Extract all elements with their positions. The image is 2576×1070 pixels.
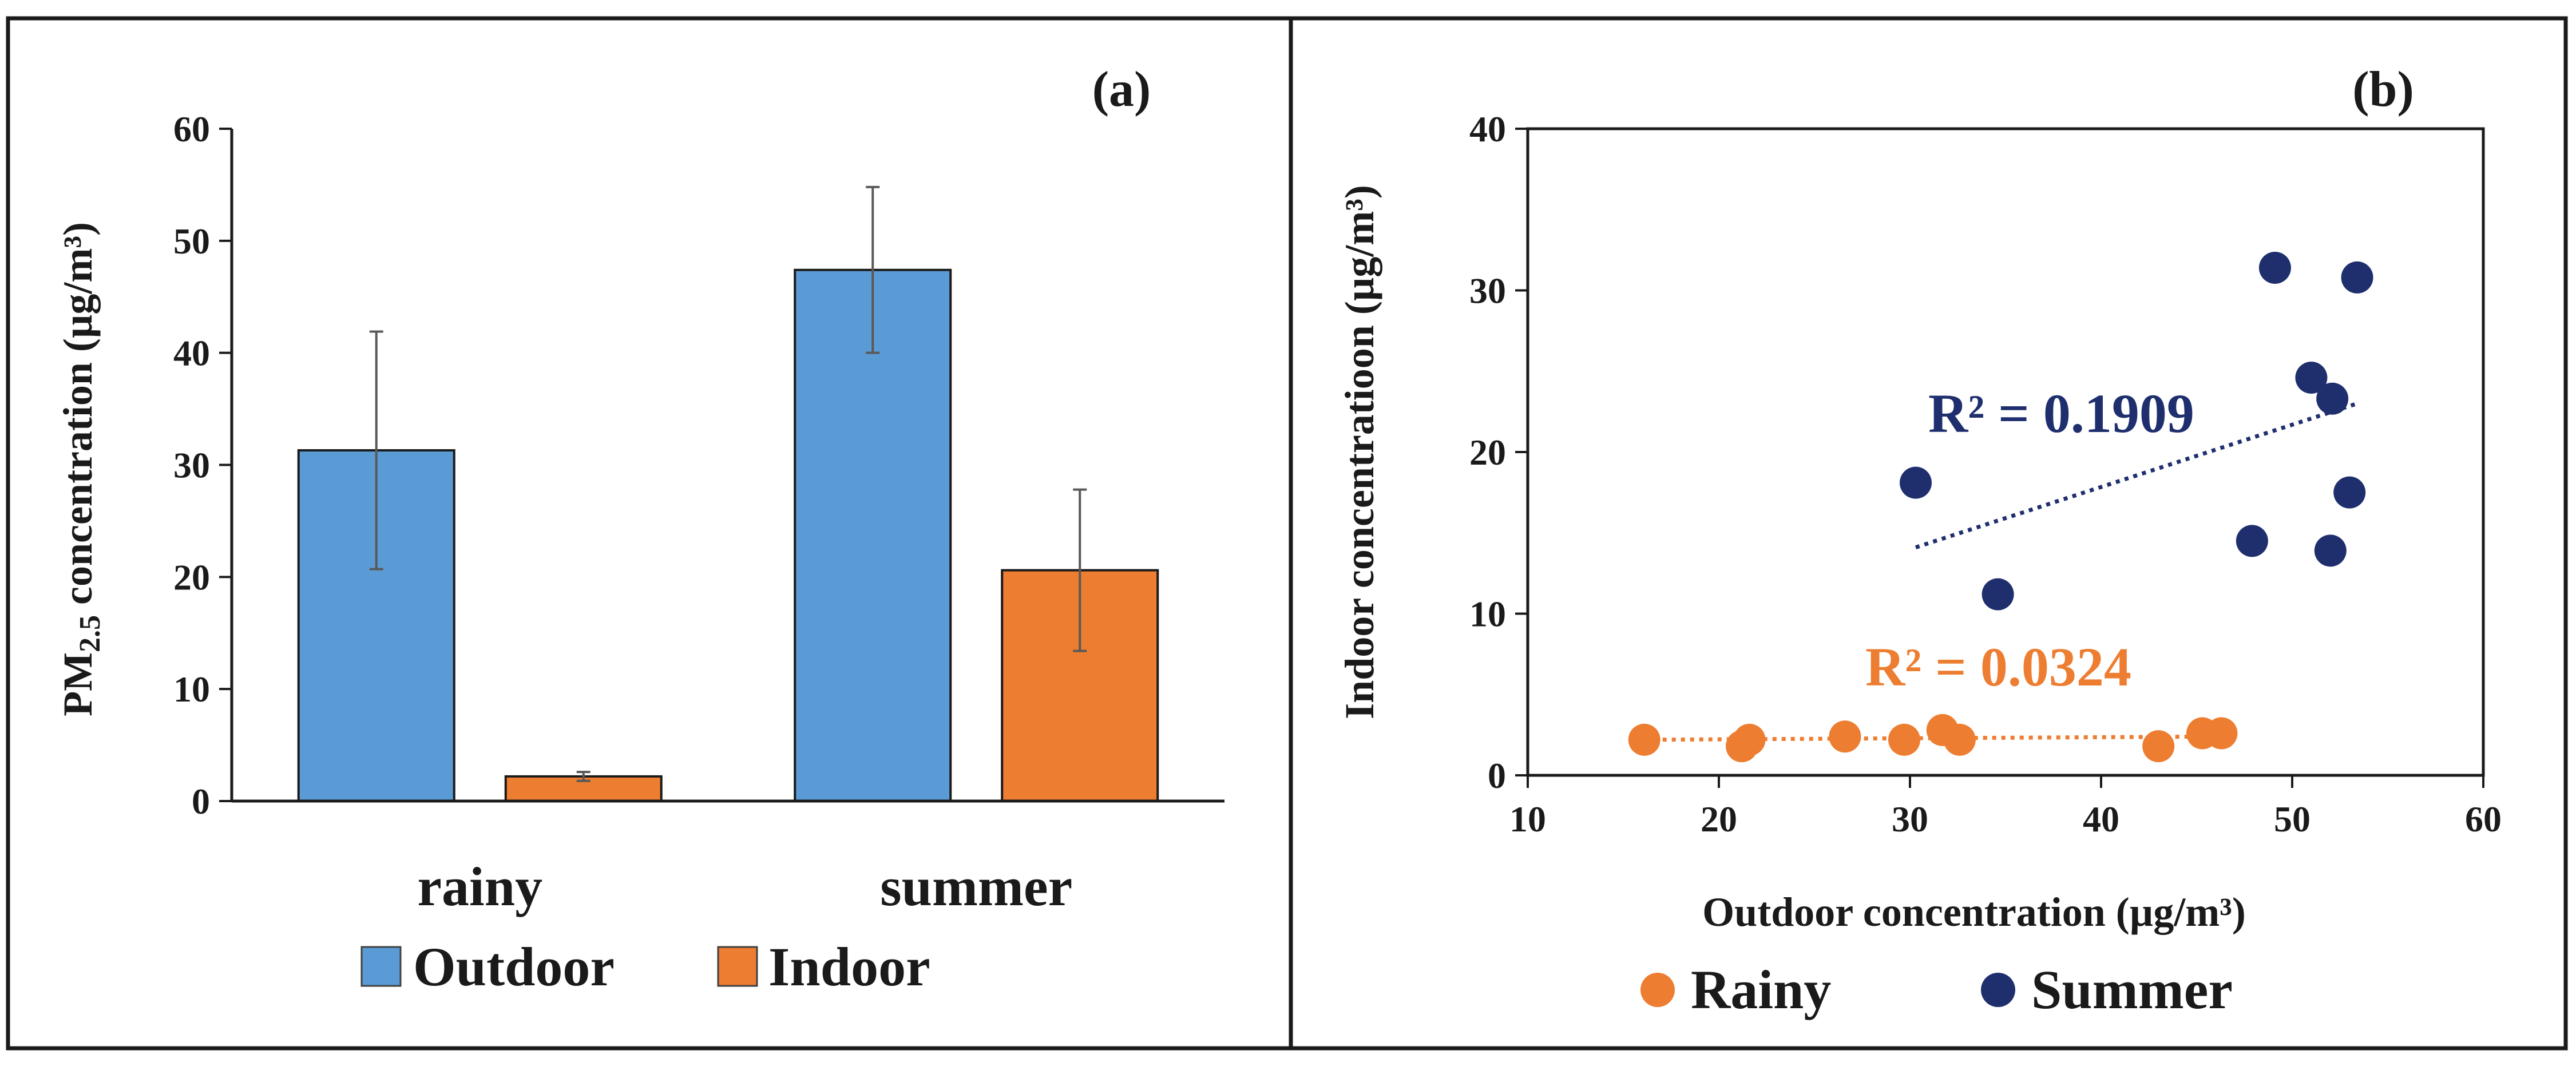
scatter-y-tick-label: 40 [1469, 109, 1506, 149]
legend-label-summer: Summer [2031, 959, 2233, 1020]
bar-y-tick-label: 50 [173, 221, 210, 261]
bar-y-tick-label: 60 [173, 109, 210, 149]
bar-y-axis-title-rest: concentration (µg/m³) [55, 222, 101, 615]
panel-a-label: (a) [1092, 62, 1151, 117]
category-label-rainy: rainy [417, 856, 542, 917]
scatter-legend: Rainy Summer [1640, 959, 2233, 1020]
scatter-x-tick-label: 30 [1892, 799, 1928, 839]
point-rainy [1733, 723, 1766, 756]
bar-y-tick-label: 10 [173, 669, 210, 710]
point-summer [2341, 261, 2373, 294]
scatter-y-tick-label: 30 [1469, 271, 1506, 311]
point-summer [2314, 534, 2347, 567]
bar-y-tick-label: 0 [192, 781, 210, 822]
panel-b-label: (b) [2352, 62, 2414, 117]
legend-marker-rainy [1640, 973, 1675, 1007]
bar-y-tick-label: 40 [173, 333, 210, 374]
point-rainy [2142, 730, 2175, 763]
legend-swatch-outdoor [360, 946, 402, 987]
point-summer [2333, 476, 2366, 509]
scatter-y-tick-label: 0 [1488, 755, 1506, 796]
legend-label-rainy: Rainy [1691, 959, 1831, 1020]
point-summer [2316, 382, 2349, 415]
bar-y-axis-title-main: PM [55, 652, 101, 716]
bar-outdoor-summer [794, 268, 952, 802]
scatter-x-tick-label: 50 [2274, 799, 2311, 839]
legend-swatch-indoor [717, 946, 758, 987]
category-label-summer: summer [880, 856, 1072, 917]
bar-y-ticks: 0 10 20 30 40 50 60 [173, 109, 232, 822]
panel-b-frame [1289, 16, 2568, 1051]
bar-category-labels: rainy summer [417, 856, 1072, 917]
scatter-x-axis-title: Outdoor concentration (µg/m³) [1702, 889, 2246, 935]
point-rainy [1829, 720, 1861, 753]
point-summer [1900, 466, 1932, 499]
point-summer [2295, 362, 2328, 394]
legend-label-indoor: Indoor [768, 936, 930, 997]
point-rainy [1943, 723, 1976, 756]
bar-marks [297, 185, 1159, 802]
rainy-r2-label: R² = 0.0324 [1865, 636, 2131, 698]
point-summer [1981, 578, 2014, 611]
legend-marker-summer [1981, 973, 2015, 1007]
bar-legend: Outdoor Indoor [360, 936, 930, 997]
scatter-axes [1526, 127, 2485, 777]
point-rainy [1628, 723, 1660, 756]
point-rainy [1888, 723, 1920, 756]
trendline-summer [1915, 401, 2358, 550]
scatter-y-tick-label: 20 [1469, 432, 1506, 473]
bar-y-axis-title-sub: 2.5 [74, 615, 106, 652]
panel-a-frame [6, 16, 1293, 1051]
point-summer [2236, 525, 2268, 557]
scatter-points [1628, 251, 2373, 763]
bar-y-axis-title: PM2.5 concentration (µg/m³) [55, 222, 106, 716]
bar-axes [230, 129, 1224, 803]
summer-r2-label: R² = 0.1909 [1928, 383, 2194, 444]
scatter-y-axis-title: Indoor concentratioon (µg/m³) [1337, 185, 1382, 719]
scatter-y-tick-label: 10 [1469, 594, 1506, 635]
point-summer [2258, 251, 2291, 284]
scatter-x-tick-label: 40 [2083, 799, 2119, 839]
bar-y-tick-label: 30 [173, 445, 210, 486]
scatter-x-tick-label: 60 [2465, 799, 2502, 839]
scatter-chart-panel: (b) Indoor concentratioon (µg/m³) Outdoo… [1337, 62, 2502, 1020]
bar-y-tick-label: 20 [173, 557, 210, 597]
legend-label-outdoor: Outdoor [413, 936, 615, 997]
scatter-trendlines [1644, 401, 2358, 742]
bar-chart-panel: (a) PM2.5 concentration (µg/m³) 0 10 20 30 4… [55, 62, 1224, 997]
scatter-plot-area [1526, 127, 2485, 777]
point-rainy [2205, 717, 2238, 750]
scatter-x-tick-label: 10 [1509, 799, 1546, 839]
scatter-x-tick-label: 20 [1701, 799, 1737, 839]
